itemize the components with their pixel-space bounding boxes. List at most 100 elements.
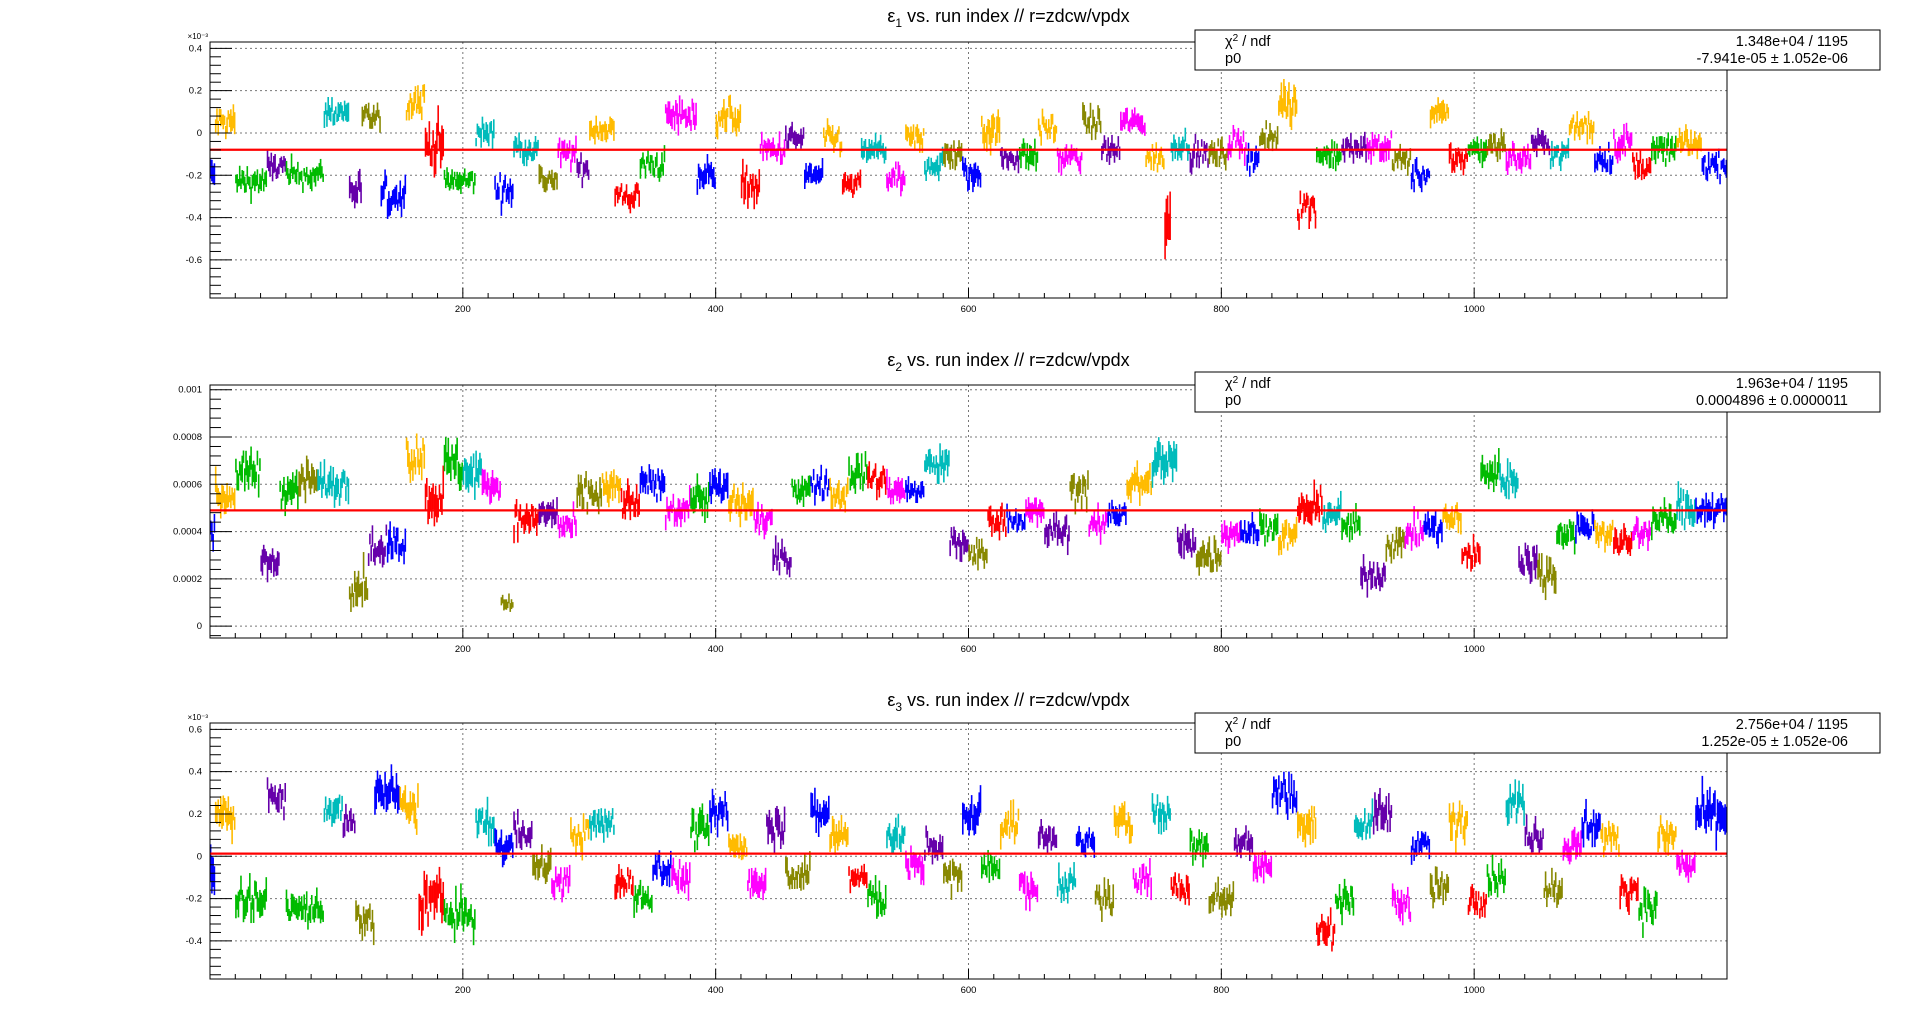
x-tick-label: 600 <box>961 644 977 655</box>
run-group <box>475 116 495 150</box>
y-tick-label: 0.0006 <box>173 479 202 490</box>
run-group <box>462 450 482 500</box>
run-group <box>740 158 761 210</box>
fit-stats-box: χ2 / ndf 2.756e+04 / 1195 p0 1.252e-05 ± 1.… <box>1194 712 1881 754</box>
fit-stats-box: χ2 / ndf 1.963e+04 / 1195 p0 0.0004896 ± 0.… <box>1194 371 1881 413</box>
title-symbol: ε <box>887 350 895 370</box>
y-tick-label: -0.4 <box>186 213 202 224</box>
y-tick-label: 0 <box>197 851 202 862</box>
run-group <box>1613 122 1633 164</box>
run-group <box>1101 134 1121 165</box>
run-group <box>399 783 419 835</box>
run-group <box>614 864 634 900</box>
run-group <box>475 796 495 847</box>
y-tick-label: 0.0002 <box>173 574 202 585</box>
run-group <box>1297 805 1317 848</box>
run-group <box>1297 190 1317 230</box>
run-group <box>1543 867 1563 908</box>
y-tick-label: 0.4 <box>189 43 202 54</box>
run-group <box>500 593 514 612</box>
run-group <box>209 844 216 896</box>
run-group <box>728 482 754 528</box>
run-group <box>1278 78 1298 131</box>
stats-box-frame <box>1194 371 1881 413</box>
run-group <box>1088 502 1108 545</box>
stats-p0-value: 0.0004896 ± 0.0000011 <box>1696 393 1848 409</box>
run-group <box>494 828 514 868</box>
run-group <box>1385 526 1405 564</box>
run-group <box>690 473 710 523</box>
run-group <box>1448 800 1469 854</box>
run-group <box>570 813 590 861</box>
run-group <box>652 850 672 888</box>
run-group <box>696 154 716 195</box>
y-scale-label: ×10⁻³ <box>188 32 209 41</box>
run-group <box>1126 460 1152 506</box>
run-group <box>1315 139 1342 172</box>
stats-p0-label: p0 <box>1225 734 1241 750</box>
plot-panel-1: ε1 vs. run index // r=zdcw/vpdx 200 400 600… <box>186 6 1881 315</box>
run-group <box>1037 819 1058 855</box>
x-tick-label: 200 <box>455 985 471 996</box>
run-group <box>633 879 653 918</box>
run-group <box>999 799 1020 850</box>
run-group <box>803 157 824 190</box>
stats-box-frame <box>1194 712 1881 754</box>
run-group <box>709 468 729 505</box>
run-group <box>924 146 944 182</box>
run-group <box>962 156 982 193</box>
run-group <box>1638 886 1658 938</box>
run-group <box>260 544 280 583</box>
run-group <box>1056 144 1083 176</box>
run-group <box>380 169 407 219</box>
fit-stats-box: χ2 / ndf 1.348e+04 / 1195 p0 -7.941e-05 ± 1… <box>1194 29 1881 71</box>
run-group <box>848 451 868 494</box>
run-group <box>1486 128 1506 163</box>
stats-box-frame <box>1194 29 1881 71</box>
chi-superscript: 2 <box>1233 33 1239 44</box>
run-group <box>235 165 268 204</box>
run-group <box>361 102 381 133</box>
plot-title: ε2 vs. run index // r=zdcw/vpdx <box>887 350 1129 374</box>
run-group <box>589 808 615 843</box>
run-group <box>209 514 216 552</box>
run-group <box>266 149 287 182</box>
run-group <box>1227 124 1247 166</box>
chi-symbol: χ <box>1225 34 1233 50</box>
run-group <box>980 849 1001 883</box>
y-tick-label: 0.4 <box>189 767 202 778</box>
run-group <box>1499 458 1519 500</box>
run-group <box>551 864 571 903</box>
run-group <box>1423 510 1443 549</box>
x-tick-label: 1000 <box>1464 644 1485 655</box>
stats-chi2-label: χ2 / ndf <box>1225 716 1271 733</box>
run-group <box>576 471 603 515</box>
run-group <box>1404 506 1424 551</box>
run-group <box>1164 191 1171 260</box>
run-group <box>589 115 615 145</box>
run-group <box>323 794 343 827</box>
stats-chi2-label: χ2 / ndf <box>1225 33 1271 50</box>
run-group <box>886 813 906 853</box>
run-group <box>715 94 742 140</box>
run-group <box>1518 542 1538 584</box>
run-group <box>317 459 350 508</box>
run-group <box>753 501 773 540</box>
run-group <box>342 803 356 838</box>
chi-superscript: 2 <box>1233 375 1239 386</box>
run-group <box>1240 512 1260 547</box>
title-subscript: 1 <box>895 16 902 30</box>
x-tick-label: 1000 <box>1464 985 1485 996</box>
run-group <box>1676 481 1696 531</box>
run-group <box>1037 108 1058 146</box>
run-group <box>639 464 666 503</box>
run-group <box>1259 508 1279 547</box>
run-group <box>374 764 400 815</box>
run-group <box>1195 535 1222 576</box>
run-group <box>848 863 868 894</box>
run-group <box>443 883 476 946</box>
run-group <box>1549 138 1570 172</box>
stats-chi2-value: 1.963e+04 / 1195 <box>1736 376 1848 392</box>
run-group <box>1530 127 1551 158</box>
